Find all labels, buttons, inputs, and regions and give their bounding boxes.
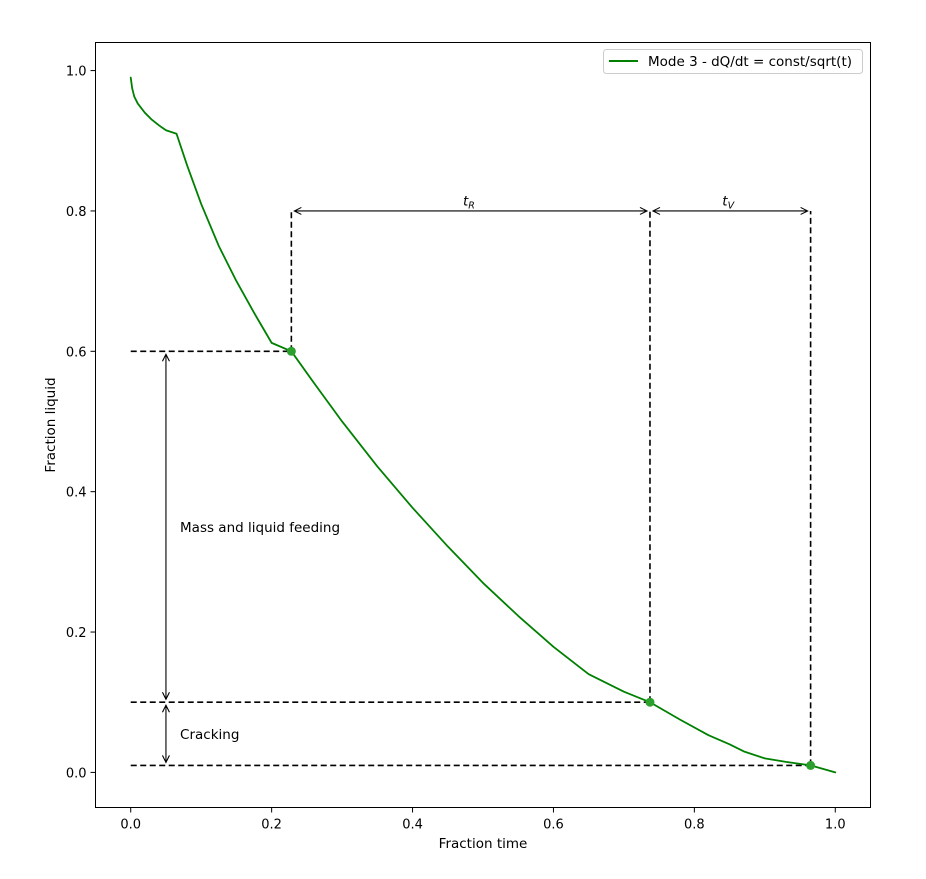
x-tick-label: 0.4: [402, 818, 423, 833]
y-tick-label: 0.0: [66, 766, 87, 781]
series-line: [129, 76, 837, 774]
legend-entry-label: Mode 3 - dQ/dt = const/sqrt(t): [648, 54, 852, 70]
x-axis-label: Fraction time: [439, 836, 528, 852]
annotation-label: tV: [722, 193, 735, 211]
x-axis-ticks: 0.0 0.2 0.4 0.6 0.8 1.0: [120, 807, 846, 833]
dimension-arrow: [651, 206, 809, 215]
x-tick-label: 0.2: [261, 818, 282, 833]
y-tick-label: 0.2: [66, 626, 87, 641]
y-tick-label: 0.6: [66, 345, 87, 360]
dimension-arrow: [161, 353, 170, 701]
x-tick-label: 0.8: [684, 818, 705, 833]
plot-frame: [95, 42, 871, 808]
legend-box: [603, 49, 863, 74]
data-point-marker: [806, 760, 816, 770]
data-point-marker: [286, 346, 296, 356]
dimension-arrow: [161, 703, 170, 764]
annotation-label: Mass and liquid feeding: [180, 520, 340, 536]
y-tick-label: 1.0: [66, 65, 87, 80]
series-group: [129, 76, 837, 774]
dimension-arrow: [293, 206, 649, 215]
y-axis-label: Fraction liquid: [43, 377, 59, 472]
markers-group: [286, 346, 816, 770]
dimension-arrows: [161, 206, 809, 764]
legend: Mode 3 - dQ/dt = const/sqrt(t): [603, 49, 863, 74]
x-tick-label: 1.0: [825, 818, 846, 833]
annotation-label: tR: [463, 193, 475, 211]
x-tick-label: 0.0: [120, 818, 141, 833]
data-point-marker: [645, 697, 655, 707]
annotations-group: tR tV Mass and liquid feeding Cracking: [180, 193, 736, 742]
y-tick-label: 0.8: [66, 205, 87, 220]
y-tick-label: 0.4: [66, 486, 87, 501]
annotation-label: Cracking: [180, 727, 239, 743]
y-axis-ticks: 0.0 0.2 0.4 0.6 0.8 1.0: [66, 65, 96, 781]
reference-lines: [130, 210, 812, 767]
x-tick-label: 0.6: [543, 818, 564, 833]
